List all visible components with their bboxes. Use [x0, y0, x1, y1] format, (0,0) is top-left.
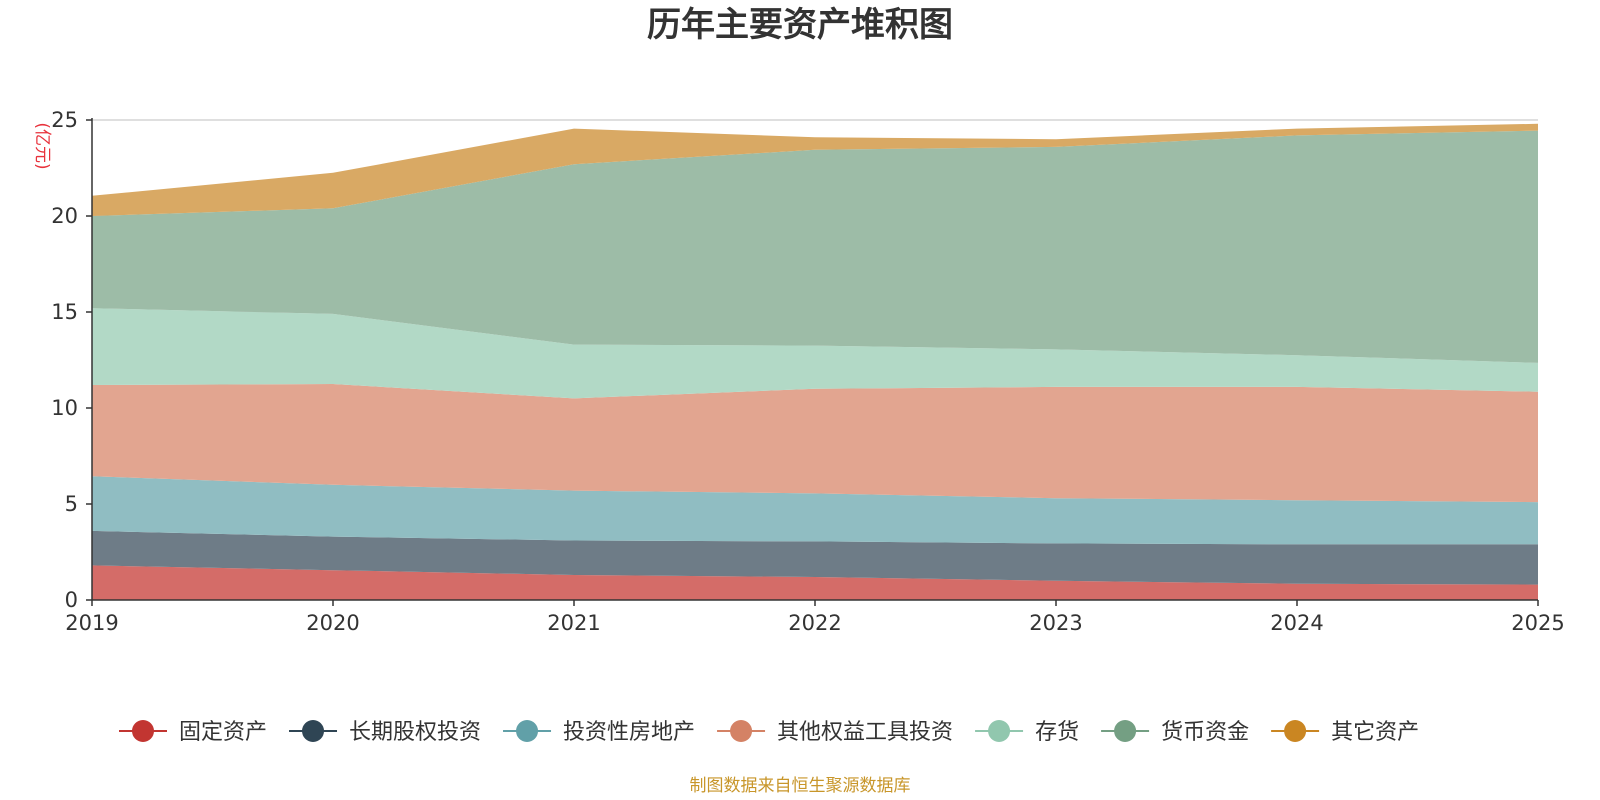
y-axis-unit: (亿元): [32, 122, 52, 169]
legend-marker: [132, 720, 154, 742]
area-series-2: [92, 530, 1538, 585]
x-tick-label: 2019: [65, 611, 118, 635]
area-series: [92, 123, 1538, 600]
y-tick-label: 10: [51, 396, 78, 420]
legend-marker: [730, 720, 753, 742]
legend-item-2: 长期股权投资: [289, 720, 481, 745]
y-tick-label: 0: [65, 588, 78, 612]
legend-item-7: 其它资产: [1271, 720, 1419, 745]
x-tick-label: 2025: [1511, 611, 1564, 635]
y-tick-label: 5: [65, 492, 78, 516]
legend-item-1: 固定资产: [119, 720, 267, 745]
legend-item-6: 货币资金: [1101, 720, 1249, 745]
legend-label: 固定资产: [179, 720, 267, 745]
legend-item-4: 其他权益工具投资: [717, 720, 953, 745]
legend-label: 其他权益工具投资: [777, 720, 953, 745]
x-tick-label: 2021: [547, 611, 600, 635]
x-tick-label: 2024: [1270, 611, 1323, 635]
legend: 固定资产 长期股权投资 投资性房地产 其他权益工具投资 存货 货币资金 其它资产: [119, 720, 1419, 745]
legend-marker: [1284, 720, 1307, 742]
legend-marker: [988, 720, 1011, 742]
legend-marker: [516, 720, 539, 742]
legend-marker: [302, 720, 325, 742]
y-tick-label: 25: [51, 108, 78, 132]
area-series-4: [92, 384, 1538, 503]
legend-label: 存货: [1035, 720, 1079, 745]
legend-label: 长期股权投资: [349, 720, 481, 745]
area-series-1: [92, 565, 1538, 600]
area-series-7: [92, 123, 1538, 216]
legend-item-3: 投资性房地产: [503, 720, 695, 745]
data-source-note: 制图数据来自恒生聚源数据库: [690, 776, 911, 796]
area-series-3: [92, 476, 1538, 545]
x-tick-label: 2020: [306, 611, 359, 635]
legend-label: 投资性房地产: [563, 720, 695, 745]
legend-label: 货币资金: [1161, 720, 1249, 745]
legend-marker: [1114, 720, 1137, 742]
area-series-5: [92, 308, 1538, 399]
chart-title: 历年主要资产堆积图: [647, 5, 953, 45]
x-tick-label: 2023: [1029, 611, 1082, 635]
area-series-6: [92, 130, 1538, 363]
y-tick-label: 20: [51, 204, 78, 228]
legend-item-5: 存货: [975, 720, 1079, 745]
y-tick-label: 15: [51, 300, 78, 324]
legend-label: 其它资产: [1331, 720, 1419, 745]
x-tick-label: 2022: [788, 611, 841, 635]
